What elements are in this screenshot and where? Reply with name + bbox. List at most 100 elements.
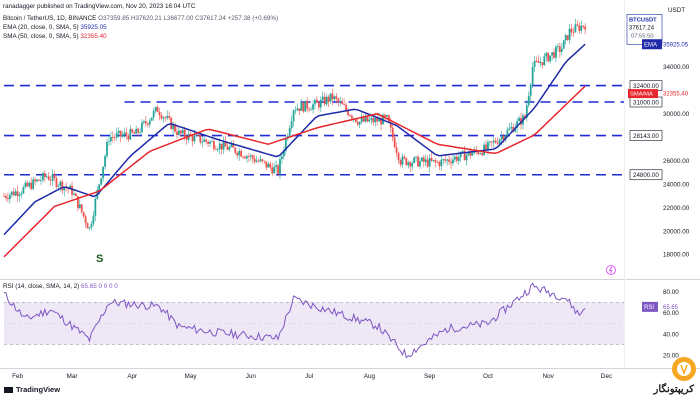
ohlc-values: O37359.85 H37620.21 L36677.00 C37617.24 …: [98, 15, 279, 22]
rsi-badge: [642, 301, 658, 312]
candle-body: [267, 163, 270, 168]
candle-body: [253, 158, 256, 162]
candle-body: [452, 159, 454, 164]
candle-body: [354, 118, 357, 122]
candle-body: [113, 137, 116, 138]
candle-body: [162, 117, 165, 119]
candle-body: [201, 141, 204, 143]
candle-body: [547, 53, 550, 62]
candle-body: [362, 118, 365, 122]
rsi-badge-value: 65.65: [663, 305, 679, 311]
watermark-coin-mark: [680, 364, 688, 376]
candle-body: [380, 118, 382, 125]
candle-body: [127, 135, 130, 140]
candle-body: [514, 127, 517, 132]
candle-body: [135, 128, 138, 134]
price-badge-countdown: 07:55:50: [631, 33, 654, 39]
ema-legend[interactable]: EMA (20, close, 0, SMA, 5) 35925.05: [3, 24, 107, 31]
candle-body: [481, 153, 484, 156]
rsi-axis-tick: 20.00: [663, 353, 679, 360]
candle-body: [45, 176, 48, 178]
candle-body: [545, 53, 548, 57]
candle-body: [541, 62, 544, 66]
candle-body: [117, 130, 120, 134]
candle-body: [535, 60, 538, 62]
candle-body: [364, 117, 367, 122]
candle-body: [28, 182, 31, 187]
watermark-logo: کریپتونگار: [653, 357, 696, 395]
candle-body: [234, 147, 237, 153]
rsi-badge-label: RSI: [644, 305, 654, 311]
candle-body: [428, 157, 431, 167]
candle-body: [133, 132, 136, 134]
candle-body: [584, 26, 587, 30]
time-axis-tick: Sep: [424, 373, 436, 380]
candle-body: [432, 160, 435, 161]
candle-body: [411, 162, 414, 167]
candle-body: [86, 223, 89, 229]
flash-icon: [606, 265, 616, 275]
candle-body: [279, 159, 281, 175]
candle-body: [197, 134, 200, 136]
candle-body: [53, 174, 56, 179]
candle-body: [498, 139, 501, 144]
candle-body: [108, 141, 110, 143]
candle-body: [488, 141, 491, 143]
candle-body: [10, 191, 13, 195]
candle-body: [273, 167, 276, 174]
candle-body: [195, 134, 198, 136]
candle-body: [36, 179, 38, 182]
ema-legend-value: 35925.05: [80, 24, 107, 31]
candle-body: [152, 110, 155, 118]
sma-50-line: [3, 85, 586, 258]
candle-body: [490, 141, 493, 143]
candle-body: [485, 144, 487, 150]
candle-body: [75, 193, 77, 197]
candle-body: [80, 204, 83, 213]
candle-body: [22, 187, 25, 194]
candle-body: [317, 102, 320, 108]
candle-body: [20, 193, 23, 195]
candle-body: [207, 141, 209, 144]
price-axis-tick: 30000.00: [663, 111, 690, 118]
candle-body: [115, 133, 118, 138]
candle-body: [477, 151, 480, 154]
tradingview-wordmark: TradingView: [16, 385, 61, 394]
price-axis-tick: 34000.00: [663, 64, 690, 71]
candle-body: [417, 156, 419, 167]
candle-body: [144, 121, 147, 124]
sma-legend[interactable]: SMA (50, close, 0, SMA, 5) 32355.40: [3, 33, 107, 40]
level-label: 32400.00: [633, 83, 659, 90]
candle-body: [92, 215, 95, 224]
candle-body: [226, 146, 229, 150]
candle-body: [238, 150, 241, 156]
rsi-legend[interactable]: RSI (14, close, SMA, 14, 2) 65.65 0 0 0 …: [3, 283, 118, 290]
candle-body: [555, 46, 557, 58]
level-label: 31000.00: [633, 99, 659, 106]
candle-body: [213, 141, 215, 149]
candle-body: [415, 156, 417, 158]
candle-body: [277, 165, 279, 175]
sma-legend-label: SMA (50, close, 0, SMA, 5): [3, 33, 79, 40]
tradingview-logo[interactable]: TradingView: [4, 385, 60, 394]
candle-body: [141, 122, 143, 133]
candle-body: [156, 107, 159, 112]
candle-body: [249, 155, 252, 157]
candle-body: [174, 124, 176, 132]
pattern-label-s: S: [96, 253, 103, 265]
candle-body: [290, 121, 293, 129]
published-line: ranadagger published on TradingView.com,…: [3, 3, 196, 10]
time-axis-tick: Feb: [12, 373, 23, 380]
candle-body: [300, 102, 303, 111]
candle-body: [512, 126, 515, 132]
candle-body: [580, 25, 583, 31]
candle-body: [356, 121, 359, 125]
candle-body: [397, 152, 400, 161]
tradingview-icon: [4, 387, 13, 393]
candle-body: [119, 130, 122, 137]
candle-body: [531, 67, 534, 85]
candle-body: [385, 115, 388, 117]
candle-body: [337, 98, 340, 102]
candle-body: [341, 101, 344, 105]
